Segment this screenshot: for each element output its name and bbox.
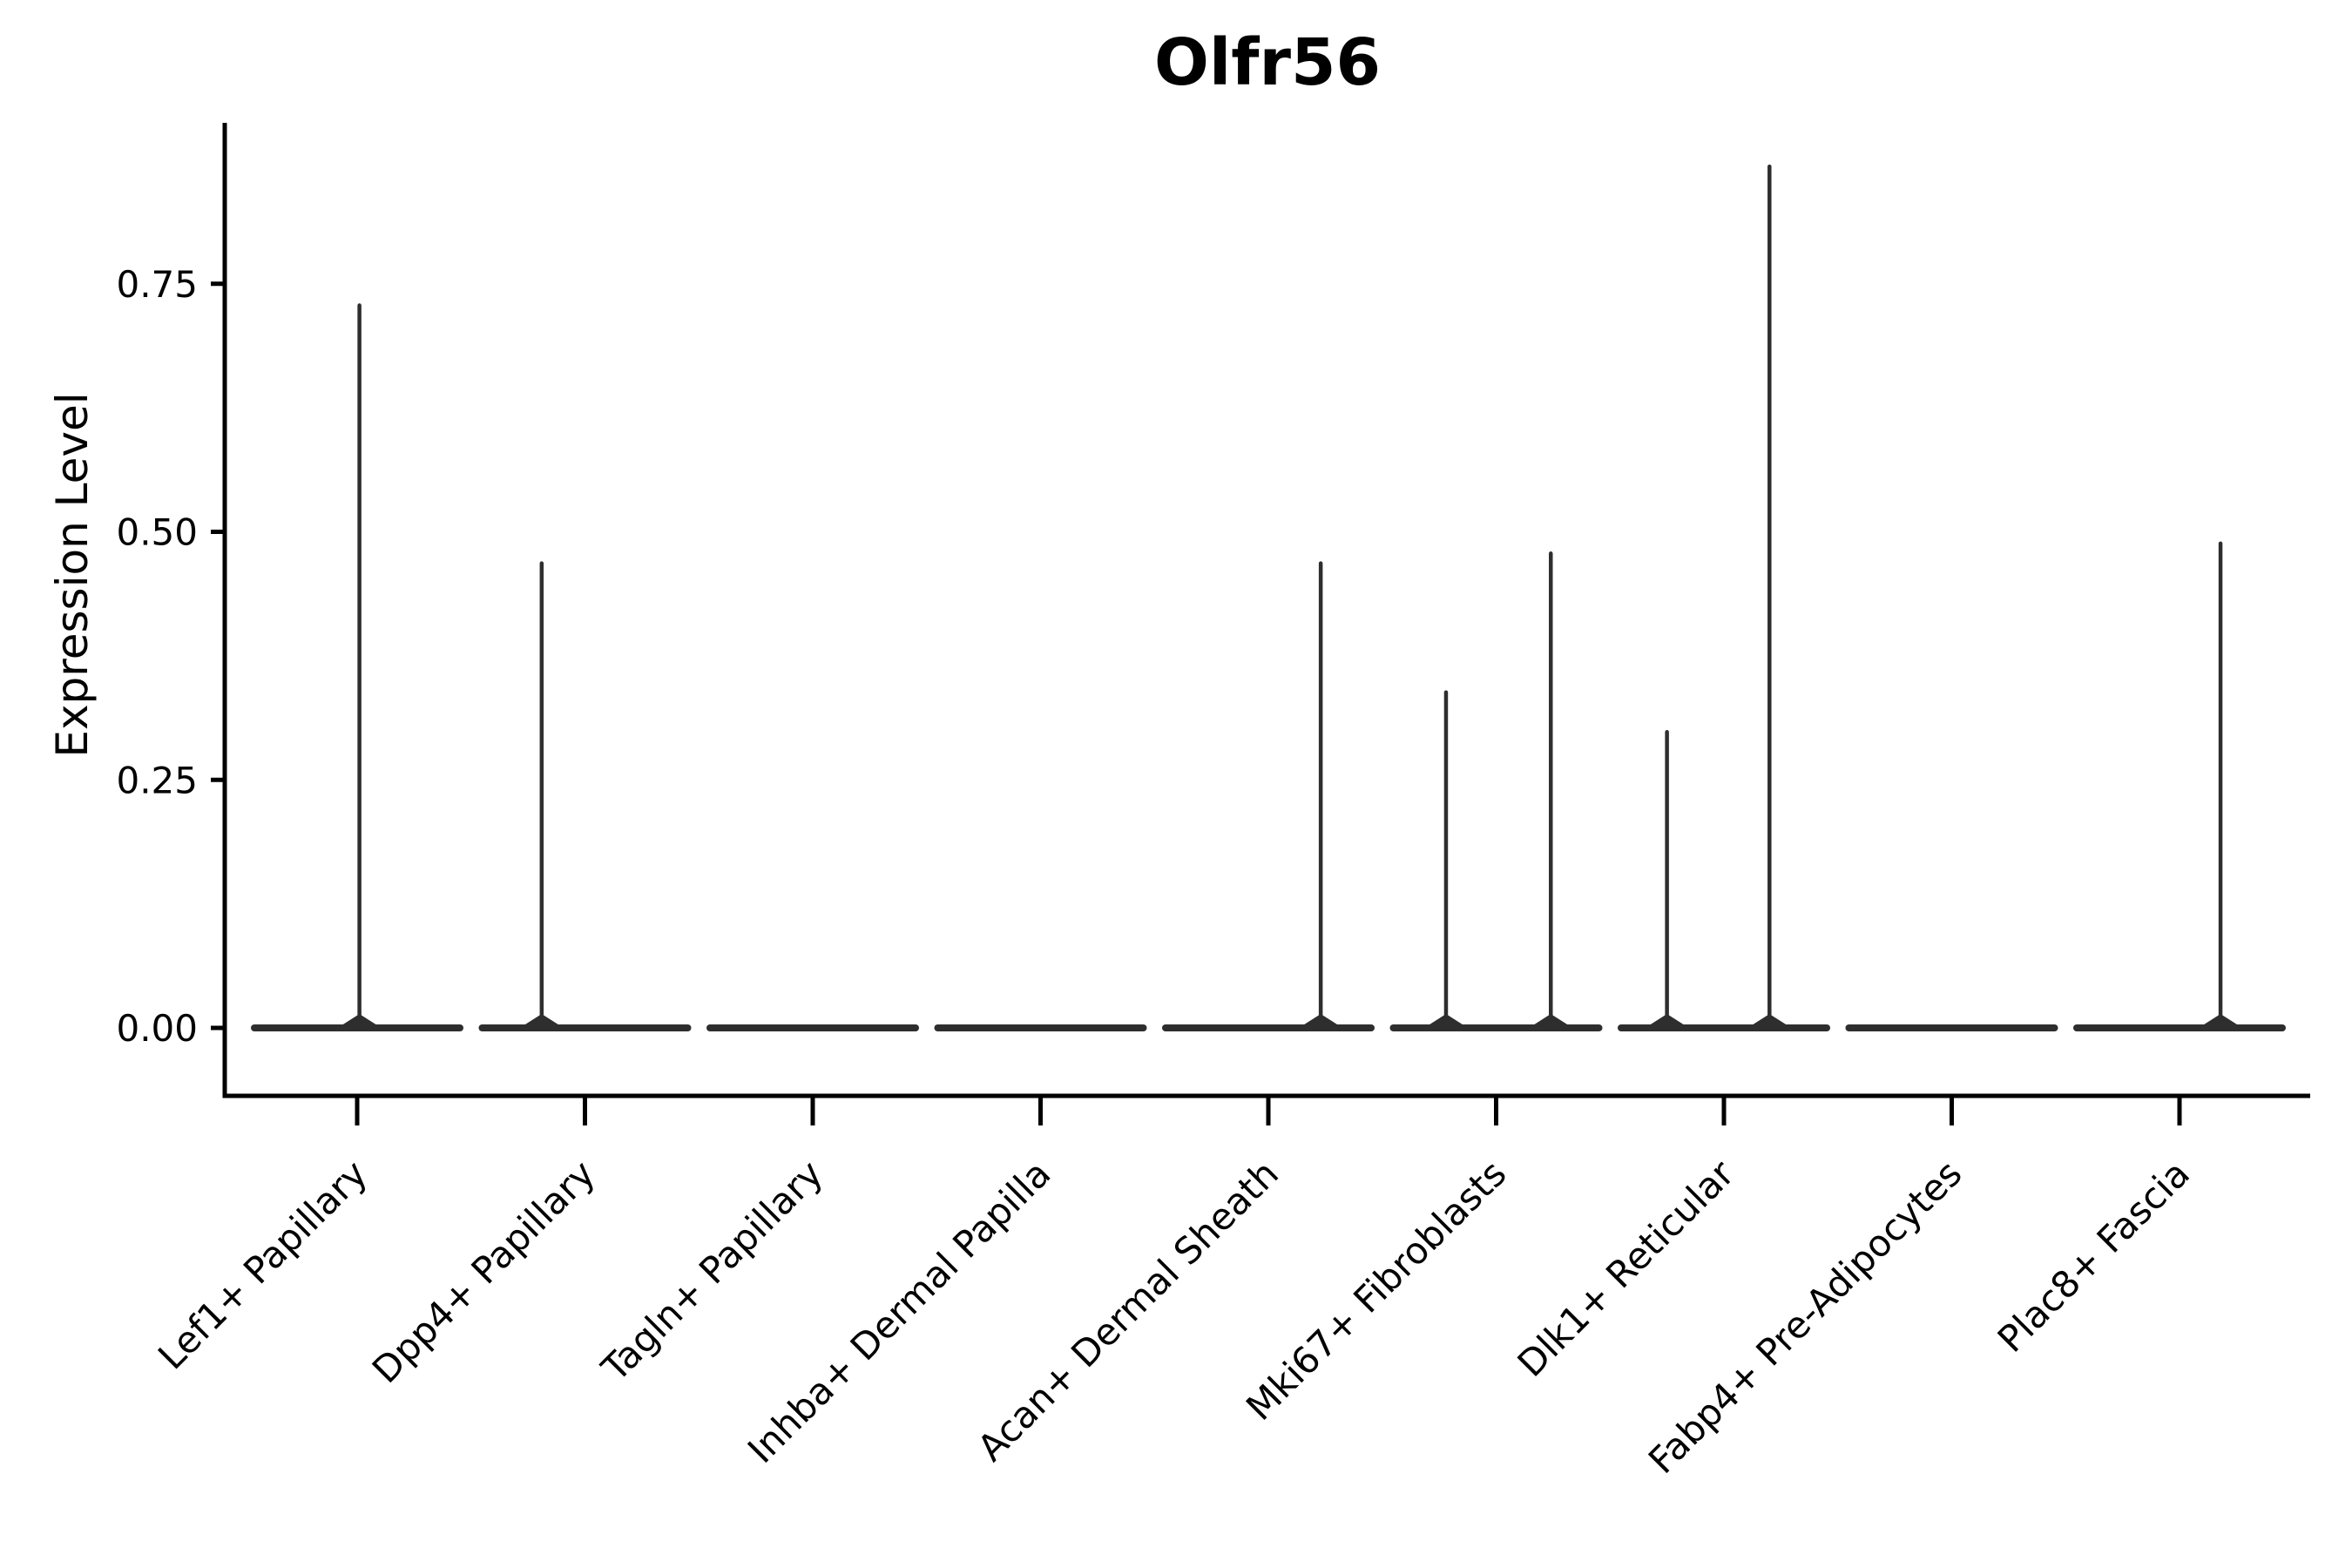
violin — [2073, 541, 2286, 1031]
y-axis-title: Expression Level — [47, 392, 98, 757]
violin-layer — [251, 164, 2286, 1031]
violin — [1618, 164, 1830, 1031]
violin — [251, 303, 463, 1031]
x-category-label: Tagln+ Papillary — [593, 1152, 831, 1389]
x-category-label: Dlk1+ Reticular — [1510, 1152, 1743, 1385]
violin — [1162, 561, 1375, 1031]
x-category-label: Lef1+ Papillary — [150, 1152, 375, 1377]
chart-title: Olfr56 — [1154, 25, 1381, 100]
y-tick-label: 0.00 — [116, 1007, 198, 1050]
violin — [478, 561, 692, 1031]
x-category-label: Plac8+ Fascia — [1990, 1152, 2198, 1360]
y-tick-label: 0.75 — [116, 263, 198, 306]
violin — [1389, 551, 1603, 1031]
y-tick-label: 0.25 — [116, 759, 198, 801]
y-tick-label: 0.50 — [116, 511, 198, 554]
x-category-label: Mki67+ Fibroblasts — [1238, 1152, 1514, 1428]
x-category-label: Dpp4+ Papillary — [364, 1152, 604, 1391]
